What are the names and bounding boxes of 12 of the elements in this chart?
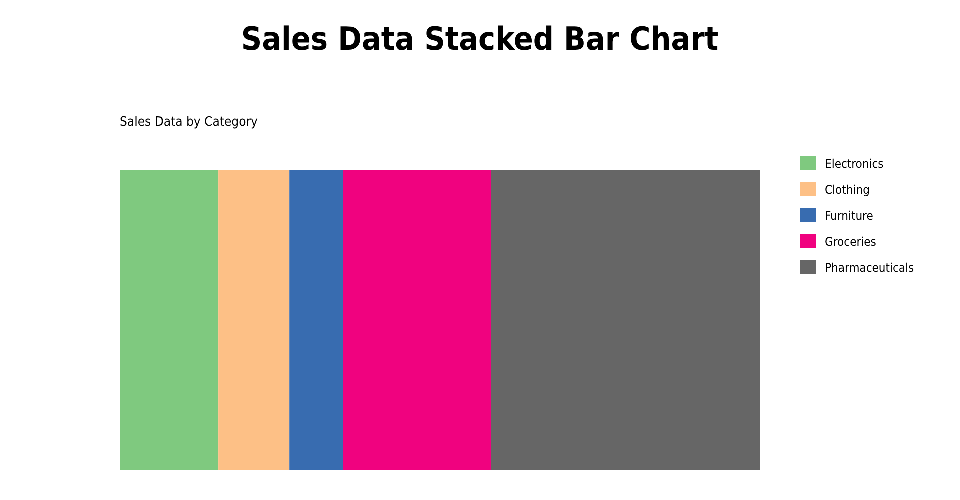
legend-label: Clothing [825, 183, 870, 197]
legend-label: Groceries [825, 235, 877, 249]
bar [290, 170, 344, 470]
legend-label: Pharmaceuticals [825, 261, 915, 275]
chart-title: Sales Data Stacked Bar Chart [241, 20, 719, 58]
bar [120, 170, 219, 470]
bar [491, 170, 760, 470]
chart-subtitle: Sales Data by Category [120, 115, 258, 130]
legend-label: Furniture [825, 209, 874, 223]
bar [343, 170, 492, 470]
legend-label: Electronics [825, 157, 884, 171]
bar [218, 170, 290, 470]
